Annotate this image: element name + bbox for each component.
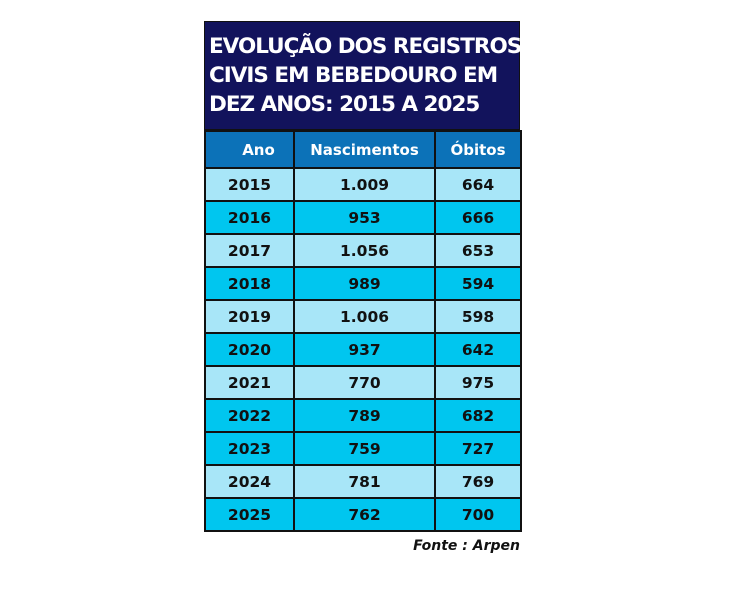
table-row: 2017 1.056 653 bbox=[204, 233, 522, 268]
deaths-cell: 682 bbox=[434, 398, 522, 433]
registros-table-card: EVOLUÇÃO DOS REGISTROS CIVIS EM BEBEDOUR… bbox=[204, 21, 522, 532]
deaths-cell: 653 bbox=[434, 233, 522, 268]
year-cell: 2024 bbox=[204, 464, 295, 499]
births-cell: 1.009 bbox=[293, 167, 436, 202]
deaths-cell: 664 bbox=[434, 167, 522, 202]
births-cell: 770 bbox=[293, 365, 436, 400]
table-row: 2019 1.006 598 bbox=[204, 299, 522, 334]
table-row: 2021 770 975 bbox=[204, 365, 522, 400]
table-row: 2018 989 594 bbox=[204, 266, 522, 301]
title-line: CIVIS EM BEBEDOURO EM bbox=[209, 63, 498, 88]
table-title: EVOLUÇÃO DOS REGISTROS CIVIS EM BEBEDOUR… bbox=[204, 21, 522, 130]
year-cell: 2017 bbox=[204, 233, 295, 268]
table-row: 2016 953 666 bbox=[204, 200, 522, 235]
table-row: 2023 759 727 bbox=[204, 431, 522, 466]
table-row: 2025 762 700 bbox=[204, 497, 522, 532]
data-table: Ano Nascimentos Óbitos 2015 1.009 664 2016 9… bbox=[204, 130, 522, 532]
title-line: EVOLUÇÃO DOS REGISTROS bbox=[209, 34, 522, 59]
deaths-cell: 598 bbox=[434, 299, 522, 334]
year-cell: 2016 bbox=[204, 200, 295, 235]
header-row: Ano Nascimentos Óbitos bbox=[204, 130, 522, 169]
table-row: 2015 1.009 664 bbox=[204, 167, 522, 202]
year-cell: 2022 bbox=[204, 398, 295, 433]
deaths-cell: 642 bbox=[434, 332, 522, 367]
year-cell: 2018 bbox=[204, 266, 295, 301]
deaths-cell: 666 bbox=[434, 200, 522, 235]
births-cell: 1.056 bbox=[293, 233, 436, 268]
table-row: 2024 781 769 bbox=[204, 464, 522, 499]
deaths-cell: 594 bbox=[434, 266, 522, 301]
source-note: Fonte : Arpen bbox=[413, 538, 520, 554]
births-cell: 762 bbox=[293, 497, 436, 532]
title-line: DEZ ANOS: 2015 A 2025 bbox=[209, 92, 480, 117]
births-cell: 989 bbox=[293, 266, 436, 301]
year-cell: 2020 bbox=[204, 332, 295, 367]
deaths-cell: 700 bbox=[434, 497, 522, 532]
deaths-cell: 769 bbox=[434, 464, 522, 499]
deaths-cell: 975 bbox=[434, 365, 522, 400]
deaths-cell: 727 bbox=[434, 431, 522, 466]
year-cell: 2019 bbox=[204, 299, 295, 334]
table-row: 2022 789 682 bbox=[204, 398, 522, 433]
births-cell: 1.006 bbox=[293, 299, 436, 334]
births-cell: 789 bbox=[293, 398, 436, 433]
header-obitos: Óbitos bbox=[434, 130, 522, 169]
births-cell: 937 bbox=[293, 332, 436, 367]
header-ano: Ano bbox=[204, 130, 295, 169]
births-cell: 953 bbox=[293, 200, 436, 235]
year-cell: 2015 bbox=[204, 167, 295, 202]
year-cell: 2023 bbox=[204, 431, 295, 466]
year-cell: 2021 bbox=[204, 365, 295, 400]
header-nascimentos: Nascimentos bbox=[293, 130, 436, 169]
year-cell: 2025 bbox=[204, 497, 295, 532]
table-row: 2020 937 642 bbox=[204, 332, 522, 367]
births-cell: 781 bbox=[293, 464, 436, 499]
births-cell: 759 bbox=[293, 431, 436, 466]
